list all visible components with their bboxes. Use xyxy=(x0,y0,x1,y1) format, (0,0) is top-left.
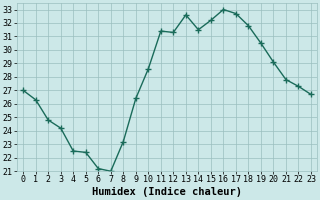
X-axis label: Humidex (Indice chaleur): Humidex (Indice chaleur) xyxy=(92,187,242,197)
